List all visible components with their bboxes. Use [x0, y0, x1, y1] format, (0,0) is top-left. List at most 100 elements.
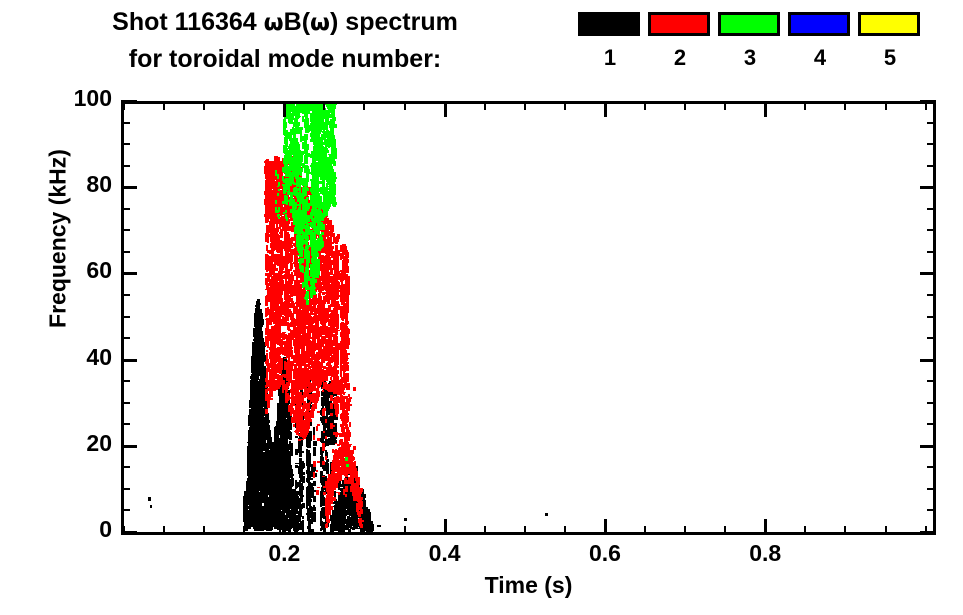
y-tick-minor — [121, 315, 130, 318]
x-tick-label: 0.8 — [725, 540, 805, 567]
title-shot-text: Shot 116364 — [112, 8, 263, 36]
y-tick-minor — [121, 293, 130, 296]
y-tick-minor — [121, 380, 130, 383]
x-tick-minor — [684, 101, 687, 110]
y-tick-minor — [927, 337, 936, 340]
y-tick-minor — [927, 487, 936, 490]
y-tick-minor — [927, 466, 936, 469]
y-tick-major — [920, 272, 936, 276]
legend-swatch-n2 — [648, 12, 710, 36]
y-tick-minor — [927, 293, 936, 296]
x-tick-minor — [884, 526, 887, 535]
legend-label-1: 1 — [578, 46, 642, 70]
x-tick-minor — [163, 526, 166, 535]
y-tick-minor — [121, 121, 130, 124]
spectrogram-canvas — [124, 104, 933, 532]
x-tick-major — [443, 519, 447, 535]
x-tick-minor — [644, 101, 647, 110]
x-tick-minor — [804, 526, 807, 535]
x-tick-major — [603, 101, 607, 117]
y-tick-label: 40 — [42, 344, 112, 371]
legend-item-1[interactable]: 1 — [578, 12, 642, 70]
legend-item-4[interactable]: 4 — [788, 12, 852, 70]
y-tick-label: 0 — [42, 516, 112, 543]
legend-label-4: 4 — [788, 46, 852, 70]
title-B-text: B( — [284, 8, 310, 36]
x-tick-major — [764, 519, 768, 535]
x-tick-minor — [844, 101, 847, 110]
legend-swatch-n1 — [578, 12, 640, 36]
y-tick-minor — [927, 315, 936, 318]
x-tick-major — [764, 101, 768, 117]
x-tick-major — [443, 101, 447, 117]
legend-label-5: 5 — [858, 46, 922, 70]
x-tick-minor — [403, 526, 406, 535]
x-tick-label: 0.2 — [244, 540, 324, 567]
x-tick-label: 0.6 — [565, 540, 645, 567]
x-tick-minor — [163, 101, 166, 110]
y-tick-minor — [927, 401, 936, 404]
x-tick-minor — [323, 526, 326, 535]
x-tick-minor — [523, 101, 526, 110]
x-tick-minor — [884, 101, 887, 110]
y-tick-minor — [927, 229, 936, 232]
x-tick-minor — [523, 526, 526, 535]
y-tick-label: 80 — [42, 171, 112, 198]
x-tick-minor — [123, 526, 125, 535]
y-tick-minor — [121, 466, 130, 469]
y-tick-major — [920, 358, 936, 362]
x-tick-minor — [644, 526, 647, 535]
y-tick-minor — [121, 207, 130, 210]
y-tick-major — [121, 358, 137, 362]
x-tick-minor — [323, 101, 326, 110]
y-tick-minor — [121, 487, 130, 490]
legend-item-3[interactable]: 3 — [718, 12, 782, 70]
x-tick-minor — [563, 526, 566, 535]
title-line-2: for toroidal mode number: — [0, 41, 570, 77]
y-tick-minor — [121, 401, 130, 404]
y-tick-label: 60 — [42, 257, 112, 284]
plot-area — [121, 100, 936, 535]
x-tick-major — [283, 519, 287, 535]
x-tick-minor — [724, 101, 727, 110]
chart-title: Shot 116364 ωB(ω) spectrum for toroidal … — [0, 4, 570, 77]
y-tick-major — [121, 186, 137, 190]
axis-right — [933, 101, 936, 535]
y-tick-major — [121, 444, 137, 448]
y-tick-major — [121, 100, 137, 103]
x-tick-minor — [203, 526, 206, 535]
omega-symbol-2: ω — [310, 10, 330, 36]
y-tick-minor — [121, 250, 130, 253]
x-tick-minor — [563, 101, 566, 110]
x-tick-minor — [483, 526, 486, 535]
x-tick-minor — [243, 526, 246, 535]
y-tick-minor — [121, 229, 130, 232]
y-tick-minor — [121, 423, 130, 426]
y-tick-major — [920, 444, 936, 448]
x-tick-minor — [203, 101, 206, 110]
legend-swatch-n3 — [718, 12, 780, 36]
legend-swatch-n5 — [858, 12, 920, 36]
y-tick-major — [920, 186, 936, 190]
x-tick-minor — [363, 101, 366, 110]
y-tick-minor — [927, 143, 936, 146]
legend-item-2[interactable]: 2 — [648, 12, 712, 70]
x-tick-minor — [844, 526, 847, 535]
x-tick-minor — [363, 526, 366, 535]
y-tick-major — [920, 531, 936, 534]
x-tick-minor — [483, 101, 486, 110]
y-tick-major — [121, 272, 137, 276]
y-tick-major — [920, 100, 936, 103]
omega-symbol-1: ω — [264, 10, 284, 36]
title-spectrum-text: ) spectrum — [330, 8, 458, 36]
title-line-1: Shot 116364 ωB(ω) spectrum — [0, 4, 570, 41]
y-tick-minor — [927, 509, 936, 512]
x-tick-minor — [243, 101, 246, 110]
y-tick-label: 100 — [42, 85, 112, 112]
y-tick-minor — [121, 143, 130, 146]
legend-item-5[interactable]: 5 — [858, 12, 922, 70]
legend-label-2: 2 — [648, 46, 712, 70]
x-tick-label: 0.4 — [405, 540, 485, 567]
x-tick-minor — [684, 526, 687, 535]
